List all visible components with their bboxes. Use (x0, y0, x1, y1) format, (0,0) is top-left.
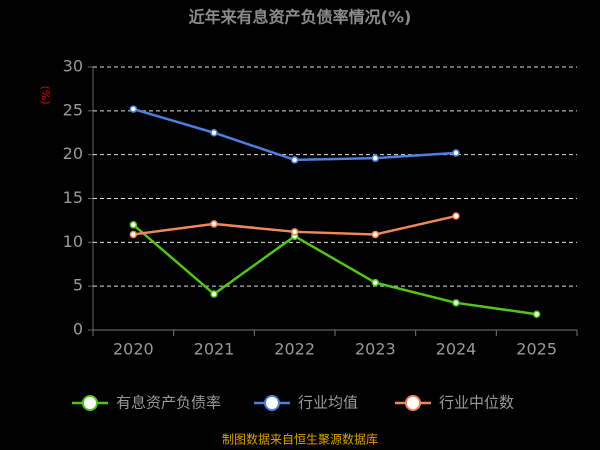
series-line (132, 223, 537, 316)
legend-label: 有息资产负债率 (116, 394, 221, 412)
y-tick-label: 15 (63, 188, 83, 207)
legend-label: 行业中位数 (439, 394, 514, 412)
y-tick-label: 20 (63, 144, 83, 163)
y-tick-label: 25 (63, 100, 83, 119)
y-tick-label: 5 (73, 276, 83, 295)
legend-marker (264, 395, 280, 411)
point (129, 230, 138, 239)
point (452, 299, 460, 307)
x-tick-label: 2025 (516, 340, 557, 359)
point (452, 149, 460, 157)
legend-marker (405, 395, 421, 411)
point (210, 129, 218, 137)
source-note: 制图数据来自恒生聚源数据库 (222, 432, 378, 447)
point (210, 220, 218, 228)
legend-label: 行业均值 (298, 394, 358, 412)
point (371, 278, 380, 287)
point (290, 228, 299, 236)
point (371, 154, 380, 162)
y-tick-label: 0 (73, 320, 83, 339)
point (452, 212, 460, 220)
x-tick-label: 2024 (436, 340, 477, 359)
x-tick-label: 2023 (355, 340, 396, 359)
point (371, 230, 380, 239)
point (532, 310, 541, 318)
y-tick-label: 30 (63, 57, 83, 76)
legend-marker (82, 395, 98, 411)
y-axis-label: (%) (39, 85, 52, 104)
x-tick-label: 2020 (113, 340, 154, 359)
chart-title: 近年来有息资产负债率情况(%) (189, 8, 412, 27)
point (129, 105, 138, 113)
point (129, 221, 138, 229)
x-tick-label: 2021 (194, 340, 235, 359)
point (210, 290, 218, 298)
x-tick-label: 2022 (274, 340, 315, 359)
y-tick-label: 10 (63, 232, 83, 251)
point (290, 156, 299, 164)
